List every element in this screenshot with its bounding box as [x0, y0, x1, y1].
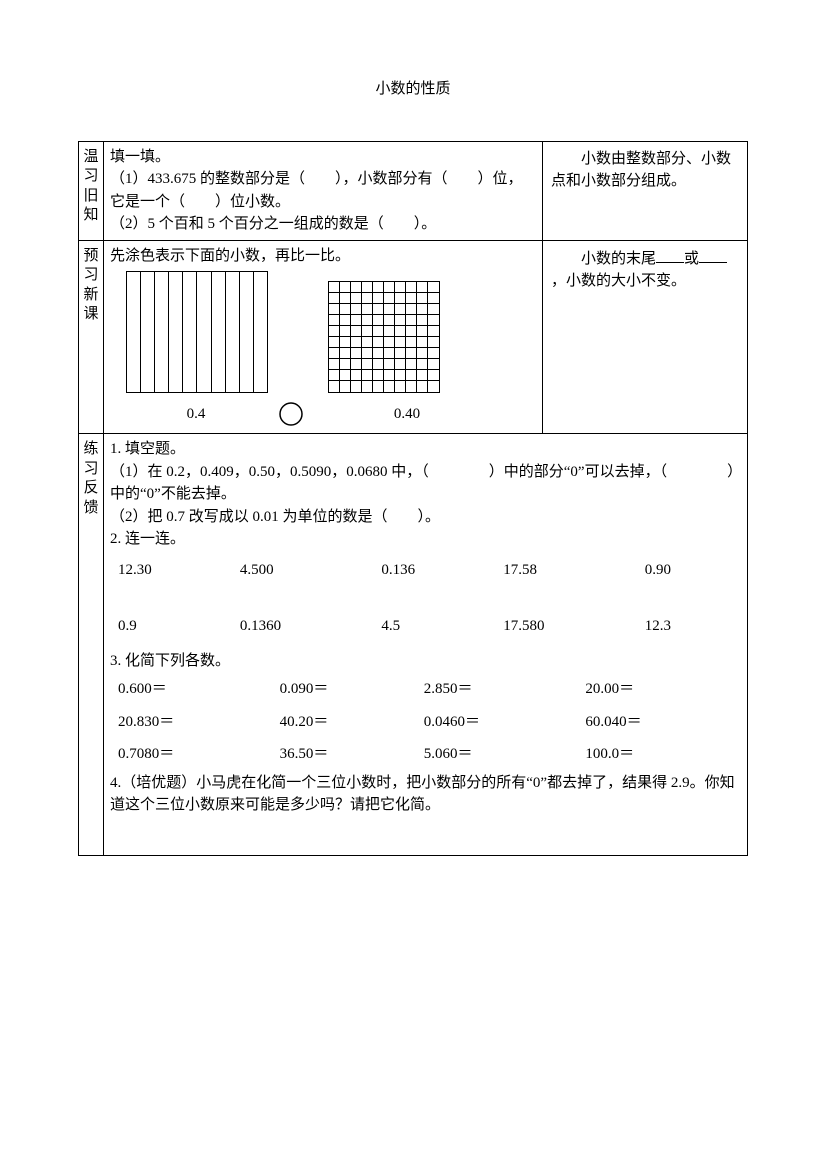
q1-b: （2）把 0.7 改写成以 0.01 为单位的数是（ ）。 [110, 506, 741, 529]
blank-2 [699, 247, 727, 263]
match-top-1: 4.500 [234, 555, 374, 586]
match-top-3: 17.58 [497, 555, 637, 586]
s-1-0: 20.830＝ [112, 707, 272, 738]
review-content: 填一填。 （1）433.675 的整数部分是（ ），小数部分有（ ）位，它是一个… [104, 141, 543, 240]
practice-content: 1. 填空题。 （1）在 0.2，0.409，0.50，0.5090，0.068… [104, 434, 748, 856]
s-2-3: 100.0＝ [579, 739, 739, 770]
section-label-review: 温习旧知 [79, 141, 104, 240]
s-1-3: 60.040＝ [579, 707, 739, 738]
s-0-1: 0.090＝ [274, 674, 416, 705]
match-bot-0: 0.9 [112, 611, 232, 642]
grid-label-a: 0.4 [126, 403, 266, 426]
answer-space [110, 817, 741, 851]
compare-circle [266, 401, 316, 427]
s-2-2: 5.060＝ [418, 739, 578, 770]
s-0-2: 2.850＝ [418, 674, 578, 705]
q1-a: （1）在 0.2，0.409，0.50，0.5090，0.0680 中，（ ）中… [110, 461, 741, 506]
note-mid: 或 [684, 251, 699, 267]
main-table: 温习旧知 填一填。 （1）433.675 的整数部分是（ ），小数部分有（ ）位… [78, 141, 748, 856]
s-0-3: 20.00＝ [579, 674, 739, 705]
page-title: 小数的性质 [78, 78, 748, 101]
worksheet: 小数的性质 温习旧知 填一填。 （1）433.675 的整数部分是（ ），小数部… [0, 0, 826, 856]
simplify-table: 0.600＝ 0.090＝ 2.850＝ 20.00＝ 20.830＝ 40.2… [110, 672, 741, 772]
blank-1 [656, 247, 684, 263]
match-top-4: 0.90 [639, 555, 739, 586]
match-bot-4: 12.3 [639, 611, 739, 642]
review-line-0: 填一填。 [110, 146, 536, 169]
match-bot-1: 0.1360 [234, 611, 374, 642]
s-0-0: 0.600＝ [112, 674, 272, 705]
match-top-0: 12.30 [112, 555, 232, 586]
s-2-0: 0.7080＝ [112, 739, 272, 770]
q1-head: 1. 填空题。 [110, 438, 741, 461]
grids-wrapper: 0.4 0.40 [126, 271, 536, 427]
match-bot-3: 17.580 [497, 611, 637, 642]
match-row-top: 12.30 4.500 0.136 17.58 0.90 [112, 555, 739, 586]
grid-label-b: 0.40 [352, 403, 462, 426]
preview-note: 小数的末尾 或 ，小数的大小不变。 [543, 240, 748, 434]
review-note-text: 小数由整数部分、小数点和小数部分组成。 [551, 148, 739, 193]
q2-head: 2. 连一连。 [110, 528, 741, 551]
s-1-1: 40.20＝ [274, 707, 416, 738]
note-post: ，小数的大小不变。 [551, 273, 686, 289]
circle-icon [278, 401, 304, 427]
preview-note-line: 小数的末尾 或 ，小数的大小不变。 [551, 247, 739, 293]
preview-heading: 先涂色表示下面的小数，再比一比。 [110, 245, 536, 268]
review-note: 小数由整数部分、小数点和小数部分组成。 [543, 141, 748, 240]
review-line-2: （2）5 个百和 5 个百分之一组成的数是（ ）。 [110, 213, 536, 236]
q3-head: 3. 化简下列各数。 [110, 650, 741, 673]
q4: 4.（培优题）小马虎在化简一个三位小数时，把小数部分的所有“0”都去掉了，结果得… [110, 772, 741, 817]
match-row-bot: 0.9 0.1360 4.5 17.580 12.3 [112, 611, 739, 642]
note-pre: 小数的末尾 [581, 251, 656, 267]
match-table: 12.30 4.500 0.136 17.58 0.90 0.9 0.1360 … [110, 553, 741, 644]
match-bot-2: 4.5 [375, 611, 495, 642]
match-top-2: 0.136 [375, 555, 495, 586]
section-label-practice: 练习反馈 [79, 434, 104, 856]
tenths-grid [126, 271, 268, 393]
review-line-1: （1）433.675 的整数部分是（ ），小数部分有（ ）位，它是一个（ ）位小… [110, 168, 536, 213]
s-2-1: 36.50＝ [274, 739, 416, 770]
section-label-preview: 预习新课 [79, 240, 104, 434]
hundredths-grid [328, 281, 440, 393]
preview-content: 先涂色表示下面的小数，再比一比。 [104, 240, 543, 434]
s-1-2: 0.0460＝ [418, 707, 578, 738]
